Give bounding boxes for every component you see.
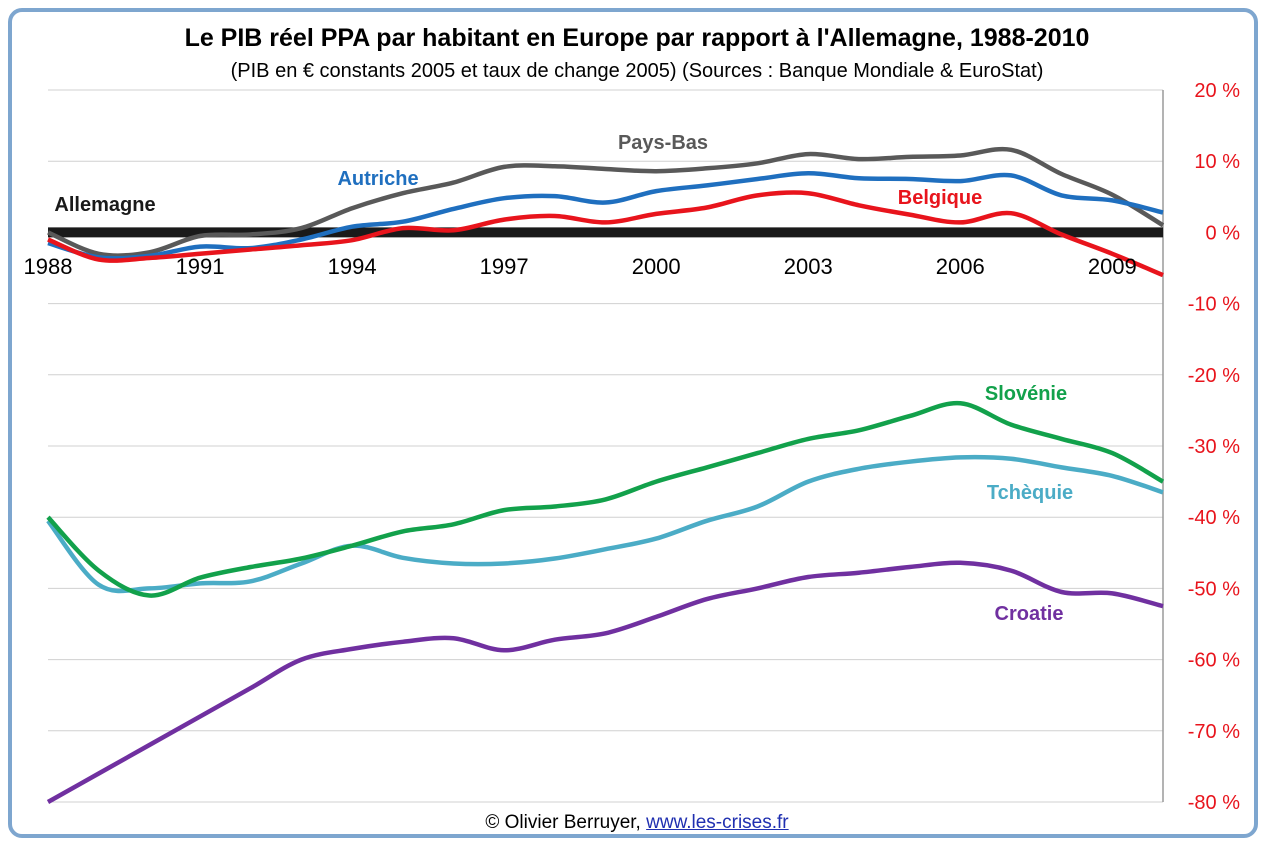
x-tick-labels: 1988 1991 1994 1997 2000 2003 2006 2009 [24, 254, 1137, 279]
series-label: Croatie [995, 603, 1064, 625]
gridlines [48, 89, 1164, 803]
series-labels: Allemagne Pays-Bas Autriche Belgique Slovéni… [54, 132, 1073, 625]
series-label: Allemagne [54, 194, 155, 216]
series-line-tchequie [46, 454, 1164, 594]
series-label: Autriche [337, 168, 418, 190]
x-tick-label: 1997 [480, 254, 529, 279]
y-tick-label: -10 % [1188, 294, 1240, 316]
x-tick-label: 1991 [176, 254, 225, 279]
y-tick-label: -70 % [1188, 721, 1240, 743]
footer: © Olivier Berruyer, www.les-crises.fr [0, 812, 1274, 834]
y-tick-label: -50 % [1188, 578, 1240, 600]
series-label: Slovénie [985, 383, 1067, 405]
series-line-slovenie [46, 401, 1165, 598]
series-line-belgique [47, 190, 1164, 278]
series-line-pays-bas [47, 146, 1165, 258]
chart-title: Le PIB réel PPA par habitant en Europe p… [184, 24, 1090, 52]
series-line-croatie [46, 560, 1164, 804]
y-tick-label: -40 % [1188, 507, 1240, 529]
source-link[interactable]: www.les-crises.fr [646, 812, 789, 833]
y-tick-labels: 20 % 10 % 0 % -10 % -20 % -30 % -40 % -50 % -60 … [1188, 80, 1240, 814]
x-tick-label: 2000 [632, 254, 681, 279]
y-tick-label: -20 % [1188, 365, 1240, 387]
chart-subtitle: (PIB en € constants 2005 et taux de chan… [230, 60, 1044, 82]
series-label: Belgique [898, 187, 982, 209]
series-label: Pays-Bas [618, 132, 708, 154]
x-tick-label: 2006 [936, 254, 985, 279]
x-tick-label: 2003 [784, 254, 833, 279]
chart-frame [8, 8, 1258, 838]
series-line-autriche [47, 171, 1164, 261]
y-tick-label: 20 % [1194, 80, 1240, 102]
copyright-text: © Olivier Berruyer, [485, 812, 641, 833]
x-tick-label: 2009 [1088, 254, 1137, 279]
y-tick-label: 10 % [1194, 151, 1240, 173]
y-tick-label: -60 % [1188, 650, 1240, 672]
y-tick-label: -30 % [1188, 436, 1240, 458]
series-label: Tchèquie [987, 482, 1073, 504]
y-tick-label: 0 % [1206, 222, 1241, 244]
x-tick-label: 1988 [24, 254, 73, 279]
x-tick-label: 1994 [328, 254, 377, 279]
y-tick-label: -80 % [1188, 792, 1240, 814]
series-lines [46, 146, 1165, 804]
